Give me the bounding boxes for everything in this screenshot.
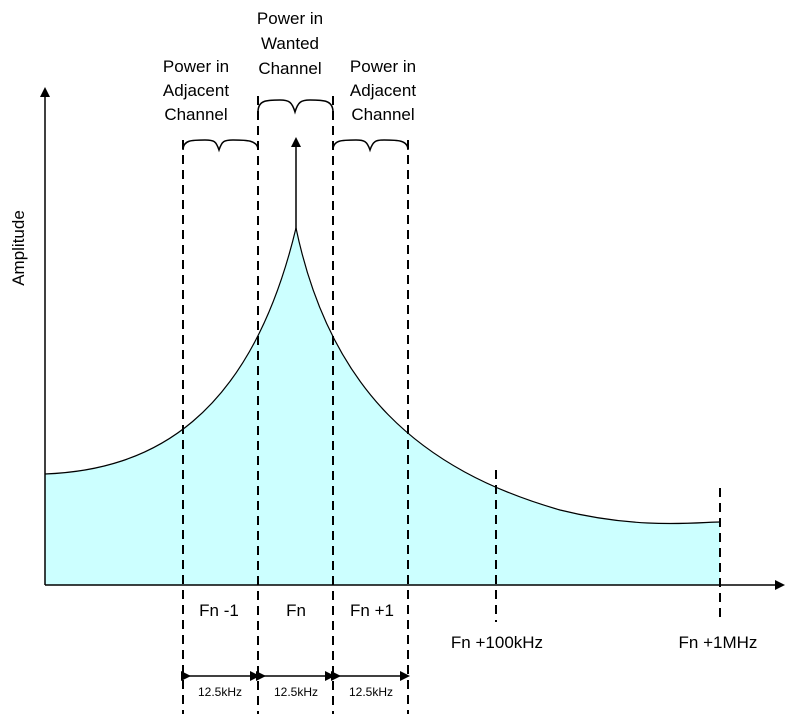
label-wanted: Power in Wanted Channel	[257, 9, 323, 78]
label-line: Power in	[257, 9, 323, 28]
label-line: Power in	[163, 57, 229, 76]
brace-adjacent-left	[182, 139, 259, 153]
y-axis-label: Amplitude	[9, 210, 28, 286]
label-line: Wanted	[261, 34, 319, 53]
label-line: Channel	[351, 105, 414, 124]
label-fn-plus-1mhz: Fn +1MHz	[679, 633, 758, 652]
label-line: Channel	[164, 105, 227, 124]
label-line: Power in	[350, 57, 416, 76]
label-fn-plus-1: Fn +1	[350, 601, 394, 620]
bw-label-left: 12.5kHz	[198, 685, 242, 699]
label-fn: Fn	[286, 601, 306, 620]
label-fn-minus-1: Fn -1	[199, 601, 239, 620]
label-line: Adjacent	[163, 81, 229, 100]
spectrum-area	[45, 228, 720, 585]
label-line: Channel	[258, 59, 321, 78]
label-fn-plus-100khz: Fn +100kHz	[451, 633, 543, 652]
label-line: Adjacent	[350, 81, 416, 100]
label-adjacent-right: Power in Adjacent Channel	[350, 57, 416, 124]
bw-label-right: 12.5kHz	[349, 685, 393, 699]
spectrum-curve	[44, 227, 721, 525]
bw-label-center: 12.5kHz	[274, 685, 318, 699]
brace-adjacent-right	[332, 139, 409, 153]
brace-wanted	[257, 99, 334, 115]
label-adjacent-left: Power in Adjacent Channel	[163, 57, 229, 124]
